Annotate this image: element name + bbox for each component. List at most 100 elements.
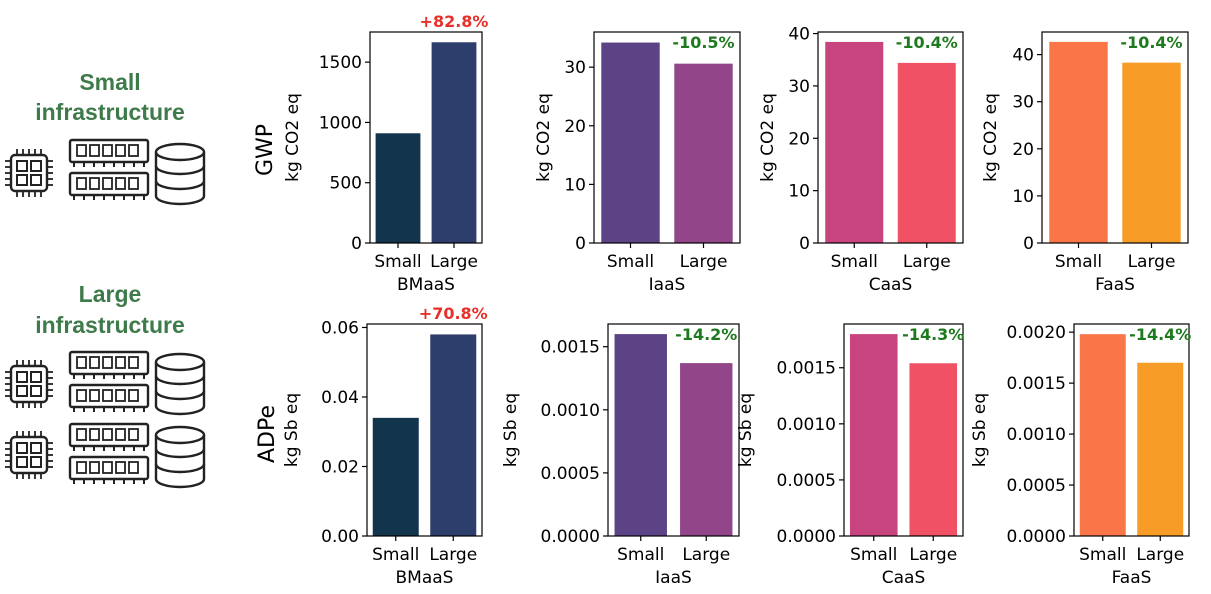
x-axis-label: CaaS [882,568,926,588]
x-axis-label: IaaS [649,275,686,295]
small-infra-icons [3,140,206,206]
x-axis-label: BMaaS [396,568,454,588]
x-tick-label: Large [430,252,478,272]
x-tick-label: Large [903,252,951,272]
x-tick-label: Small [607,252,654,272]
bar [1079,334,1126,536]
axes-frame [1041,31,1189,244]
bar [1049,41,1108,243]
y-tick-label: 10 [788,182,810,202]
y-tick-label: 0.0015 [541,338,600,358]
y-tick-label: 0.0005 [541,464,600,484]
axes-frame [1073,323,1190,537]
large-infra-icons [3,352,206,489]
chart-panel: 0 500 1000 1500 Small Large BMaaS kg CO2 eq +82.… [283,12,488,295]
change-annotation: -14.2% [675,325,737,344]
x-axis-label: FaaS [1095,275,1135,295]
bar [375,133,421,243]
bar [601,42,660,243]
bar [897,62,956,243]
x-tick-label: Large [1128,252,1176,272]
y-tick-label: 0 [351,234,362,254]
bar [674,63,733,244]
x-tick-label: Small [617,545,664,565]
chart-panel: 0 10 20 30 40 Small Large CaaS kg CO2 eq -10.4% [758,25,964,295]
change-annotation: -10.4% [1120,33,1182,52]
y-tick-label: 20 [788,129,810,149]
cpu-icon [3,147,55,199]
y-tick-label: 30 [788,77,810,97]
bar [1122,62,1181,244]
y-tick-label: 0.02 [321,457,359,477]
row-label-gwp: GWP [253,124,278,176]
y-tick-label: 0.0010 [541,401,600,421]
cpu-icon [3,429,55,481]
y-tick-label: 0.0015 [777,359,836,379]
change-annotation: -14.4% [1129,325,1191,344]
y-tick-label: 0.0005 [777,471,836,491]
y-tick-label: 0 [1023,234,1034,254]
chart-panel: 0.00 0.02 0.04 0.06 Small Large BMaaS kg Sb eq +… [282,304,488,588]
row-label-adpe: ADPe [255,405,280,463]
large-infra-title: Large [79,281,142,307]
y-axis-label: kg Sb eq [501,393,521,467]
y-tick-label: 0.0000 [541,527,600,547]
axes-frame [593,31,741,244]
chart-panel: 0.0000 0.0005 0.0010 0.0015 Small Large IaaS kg… [501,323,740,588]
y-axis-label: kg Sb eq [970,393,990,467]
y-tick-label: 0.0000 [777,527,836,547]
y-axis-label: kg CO2 eq [283,93,303,182]
y-axis-label: kg Sb eq [282,393,302,467]
y-tick-label: 1000 [319,113,362,133]
bar [849,334,898,536]
x-tick-label: Large [909,545,957,565]
y-tick-label: 0.0010 [777,415,836,435]
axes-frame [843,323,964,537]
bar [431,42,477,244]
memory-icon [70,424,148,484]
axes-frame [366,323,483,537]
y-axis-label: kg CO2 eq [981,93,1001,182]
chart-panel: 0 10 20 30 Small Large IaaS kg CO2 eq -10.5% [534,31,741,295]
y-tick-label: 10 [1012,187,1034,207]
memory-icon [70,140,148,200]
database-icon [154,425,206,489]
change-annotation: +70.8% [419,304,488,323]
x-tick-label: Small [374,252,421,272]
y-tick-label: 1500 [319,53,362,73]
y-axis-label: kg CO2 eq [758,93,778,182]
y-tick-label: 0.0000 [1007,527,1066,547]
bar [680,363,733,536]
axes-frame [817,31,964,244]
y-tick-label: 0.0015 [1007,374,1066,394]
x-tick-label: Small [372,545,419,565]
x-tick-label: Small [1079,545,1126,565]
x-tick-label: Large [1136,545,1184,565]
x-axis-label: IaaS [655,568,692,588]
y-tick-label: 0.0010 [1007,425,1066,445]
y-tick-label: 20 [1012,140,1034,160]
chart-panel: 0.0000 0.0005 0.0010 0.0015 Small Large CaaS kg… [736,323,964,588]
y-tick-label: 10 [564,175,586,195]
x-tick-label: Large [680,252,728,272]
x-tick-label: Small [831,252,878,272]
y-tick-label: 0.06 [321,318,359,338]
change-annotation: -10.4% [896,33,958,52]
y-tick-label: 0.0020 [1007,323,1066,343]
large-infra-subtitle: infrastructure [35,312,185,338]
y-tick-label: 40 [1012,46,1034,66]
small-infra-subtitle: infrastructure [35,99,185,125]
x-tick-label: Large [682,545,730,565]
x-tick-label: Small [850,545,897,565]
y-tick-label: 0 [799,234,810,254]
y-tick-label: 0.04 [321,388,359,408]
change-annotation: -10.5% [672,33,734,52]
memory-icon [70,352,148,412]
y-tick-label: 500 [330,174,362,194]
bar [909,363,958,536]
x-tick-label: Large [429,545,477,565]
chart-panel: 0 10 20 30 40 Small Large FaaS kg CO2 eq -10.4% [981,31,1189,295]
bar [430,334,477,536]
x-tick-label: Small [1055,252,1102,272]
